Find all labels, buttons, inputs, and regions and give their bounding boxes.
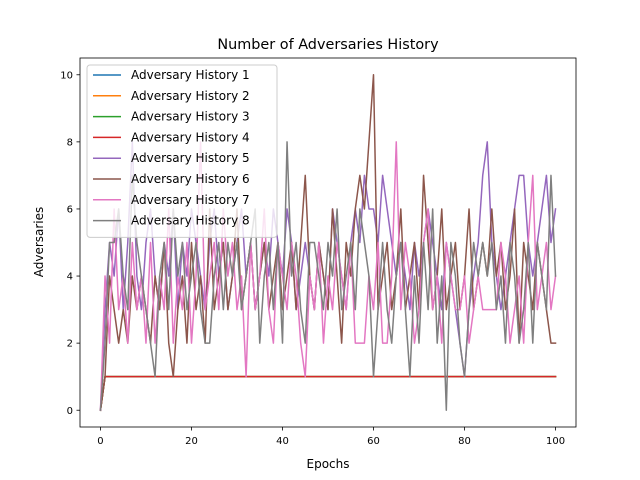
x-tick-label: 80: [458, 436, 471, 447]
y-tick-label: 4: [67, 272, 73, 283]
legend: Adversary History 1 Adversary History 2 Ad…: [86, 64, 278, 238]
y-axis-label: Adversaries: [32, 207, 46, 278]
series-line-8: [99, 141, 557, 412]
y-tick-label: 0: [67, 406, 73, 417]
chart-title: Number of Adversaries History: [217, 37, 439, 53]
y-tick-label: 10: [60, 70, 73, 81]
x-tick-label: 20: [185, 436, 198, 447]
legend-box: [86, 64, 278, 238]
legend-label: Adversary History 8: [131, 214, 250, 228]
legend-label: Adversary History 4: [131, 130, 250, 144]
legend-label: Adversary History 5: [131, 151, 250, 165]
y-tick-label: 8: [67, 137, 73, 148]
axes: 0 20 40 60 80 100 0 2 4 6 8 10: [60, 57, 577, 447]
legend-label: Adversary History 2: [131, 89, 250, 103]
y-tick-label: 6: [67, 205, 73, 216]
legend-label: Adversary History 6: [131, 172, 250, 186]
x-tick-label: 100: [546, 436, 565, 447]
y-tick-label: 2: [67, 339, 73, 350]
legend-label: Adversary History 3: [131, 110, 250, 124]
legend-label: Adversary History 1: [131, 68, 250, 82]
x-tick-label: 0: [97, 436, 103, 447]
plot-frame: [79, 57, 577, 428]
x-tick-label: 60: [367, 436, 380, 447]
x-axis-label: Epochs: [307, 457, 350, 471]
series-line-7: [99, 141, 557, 412]
legend-label: Adversary History 7: [131, 193, 250, 207]
x-tick-label: 40: [276, 436, 289, 447]
